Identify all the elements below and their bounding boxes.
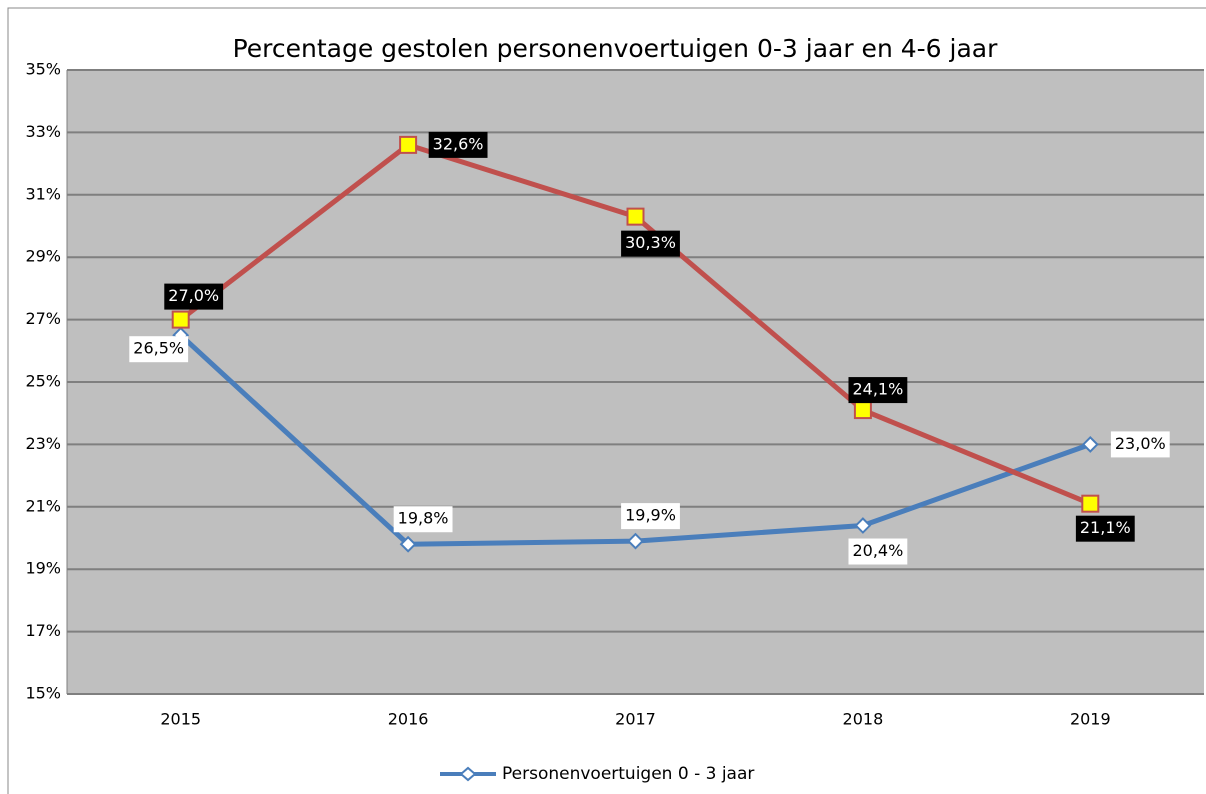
y-tick-label: 35%	[25, 60, 61, 79]
data-label-text: 26,5%	[133, 339, 184, 358]
y-tick-label: 31%	[25, 184, 61, 203]
x-tick-label: 2019	[1070, 710, 1111, 729]
data-label-text: 24,1%	[852, 380, 903, 399]
data-label-text: 30,3%	[625, 233, 676, 252]
data-label: 19,9%	[621, 503, 680, 530]
data-label: 20,4%	[848, 538, 908, 565]
y-tick-label: 33%	[25, 122, 61, 141]
marker	[1081, 494, 1100, 513]
x-tick-label: 2015	[160, 710, 201, 729]
data-label-bg	[428, 131, 488, 158]
data-label-bg	[1110, 431, 1170, 458]
y-tick-label: 25%	[25, 372, 61, 391]
x-tick-label: 2017	[615, 710, 656, 729]
y-tick-label: 15%	[25, 684, 61, 703]
marker	[399, 535, 417, 553]
data-label: 19,8%	[393, 506, 453, 533]
legend-marker	[459, 766, 477, 782]
data-label-text: 32,6%	[433, 134, 484, 153]
data-label-text: 23,0%	[1115, 434, 1166, 453]
data-label-bg	[129, 336, 189, 363]
y-tick-label: 23%	[25, 434, 61, 453]
data-label: 26,5%	[129, 336, 189, 363]
y-tick-label: 17%	[25, 621, 61, 640]
marker	[171, 310, 190, 329]
data-label-text: 21,1%	[1080, 518, 1131, 537]
marker	[854, 517, 872, 534]
x-tick-label: 2016	[388, 710, 429, 729]
data-label: 21,1%	[1075, 515, 1135, 542]
data-label: 27,0%	[164, 283, 224, 310]
data-label-text: 27,0%	[168, 286, 219, 305]
data-label-bg	[393, 506, 453, 533]
y-tick-label: 27%	[25, 309, 61, 328]
data-label: 24,1%	[848, 377, 908, 404]
marker	[853, 401, 872, 420]
y-tick-label: 29%	[25, 247, 61, 266]
data-label-text: 20,4%	[852, 541, 903, 560]
data-label-text: 19,9%	[625, 506, 676, 525]
marker	[399, 135, 418, 154]
data-label: 32,6%	[428, 131, 488, 158]
data-label-bg	[621, 230, 680, 257]
marker	[1081, 435, 1099, 453]
y-tick-label: 19%	[25, 559, 61, 578]
data-label: 30,3%	[621, 230, 680, 257]
marker	[627, 532, 644, 550]
y-tick-label: 21%	[25, 496, 61, 515]
data-label-bg	[848, 377, 908, 404]
data-label-text: 19,8%	[398, 509, 449, 528]
x-tick-label: 2018	[843, 710, 884, 729]
data-label-bg	[164, 283, 224, 310]
legend-label: Personenvoertuigen 0 - 3 jaar	[502, 764, 754, 784]
data-label-bg	[621, 503, 680, 530]
chart-title: Percentage gestolen personenvoertuigen 0…	[233, 34, 999, 63]
data-label: 23,0%	[1110, 431, 1170, 458]
marker	[626, 207, 645, 226]
data-label-bg	[1075, 515, 1135, 542]
data-label-bg	[848, 538, 908, 565]
